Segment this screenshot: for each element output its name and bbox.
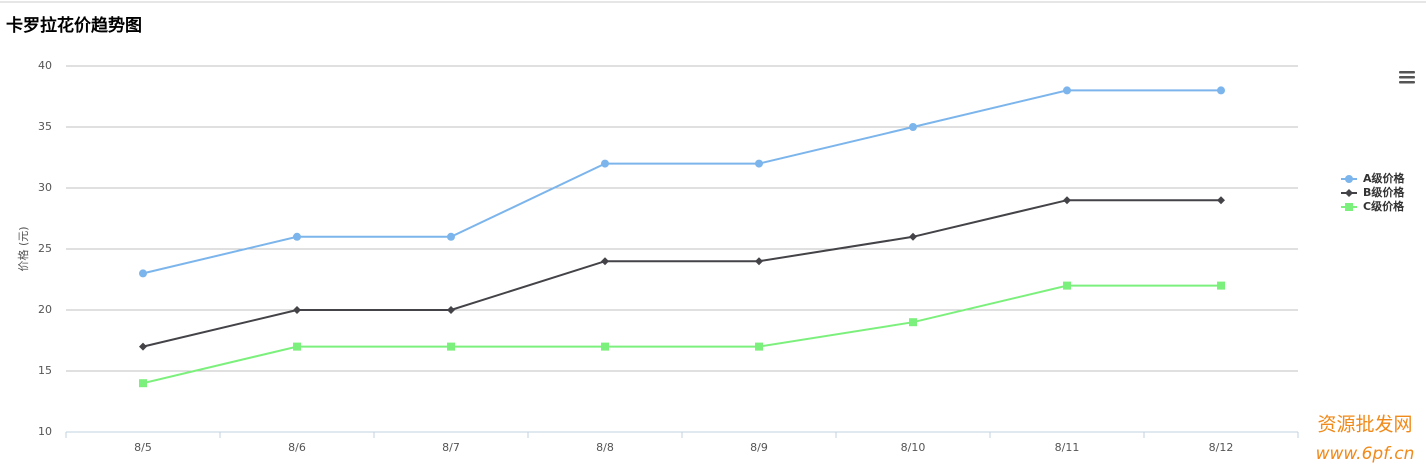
point — [755, 342, 763, 351]
legend-item[interactable]: C级价格 — [1341, 199, 1405, 213]
point — [1217, 196, 1225, 205]
point — [1217, 281, 1225, 290]
series-line — [142, 284, 1221, 385]
point — [909, 318, 917, 327]
point — [601, 159, 609, 168]
menu-bar — [1399, 81, 1415, 84]
point — [139, 379, 147, 388]
point — [1063, 281, 1071, 290]
point — [293, 306, 301, 314]
legend-label: B级价格 — [1363, 185, 1405, 199]
watermark: 资源批发网 — [1317, 414, 1412, 436]
point — [293, 232, 301, 241]
point — [909, 123, 917, 131]
y-tick-label: 20 — [38, 303, 52, 316]
point — [139, 342, 147, 351]
point — [447, 306, 455, 314]
legend-item[interactable]: B级价格 — [1341, 185, 1405, 199]
point — [447, 232, 455, 241]
y-tick-label: 25 — [38, 242, 52, 255]
legend-label: A级价格 — [1363, 171, 1406, 185]
y-axis-label: 价格 (元) — [16, 226, 30, 271]
point — [1063, 196, 1071, 205]
menu-icon[interactable] — [1399, 71, 1415, 84]
x-tick-label: 8/8 — [596, 441, 614, 454]
series-line — [142, 89, 1221, 275]
point — [1063, 86, 1071, 95]
y-tick-label: 35 — [38, 120, 52, 133]
x-tick-label: 8/9 — [750, 441, 768, 454]
legend-marker — [1345, 175, 1353, 183]
point — [755, 159, 763, 168]
legend-marker — [1345, 189, 1353, 197]
x-tick-label: 8/6 — [288, 441, 306, 454]
x-tick-label: 8/11 — [1055, 441, 1080, 454]
menu-bar — [1399, 71, 1415, 74]
y-tick-label: 30 — [38, 181, 52, 194]
chart-title: 卡罗拉花价趋势图 — [6, 15, 142, 36]
watermark: www.6pf.cn — [1316, 444, 1415, 464]
point — [909, 232, 917, 241]
point — [601, 342, 609, 351]
x-tick-label: 8/5 — [134, 441, 152, 454]
y-tick-label: 40 — [38, 59, 52, 72]
y-tick-label: 10 — [38, 425, 52, 438]
x-tick-label: 8/7 — [442, 441, 460, 454]
point — [1217, 86, 1225, 95]
point — [601, 257, 609, 266]
x-tick-label: 8/12 — [1209, 441, 1234, 454]
x-tick-label: 8/10 — [901, 441, 926, 454]
point — [755, 257, 763, 266]
series-line — [142, 199, 1221, 348]
y-tick-label: 15 — [38, 364, 52, 377]
legend-item[interactable]: A级价格 — [1341, 171, 1406, 185]
point — [447, 342, 455, 351]
legend-label: C级价格 — [1363, 199, 1405, 213]
legend-marker — [1345, 203, 1353, 211]
point — [293, 342, 301, 351]
point — [139, 269, 147, 278]
menu-bar — [1399, 76, 1415, 79]
